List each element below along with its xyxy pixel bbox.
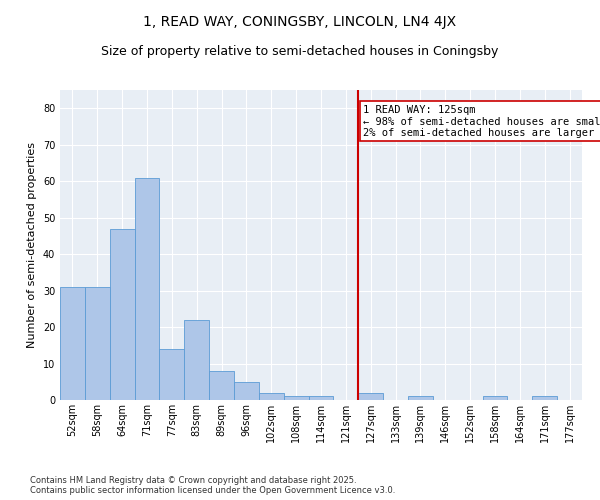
Bar xyxy=(358,392,383,400)
Bar xyxy=(532,396,557,400)
Text: Size of property relative to semi-detached houses in Coningsby: Size of property relative to semi-detach… xyxy=(101,45,499,58)
Text: Contains HM Land Registry data © Crown copyright and database right 2025.
Contai: Contains HM Land Registry data © Crown c… xyxy=(30,476,395,495)
Bar xyxy=(60,287,85,400)
Bar xyxy=(308,396,334,400)
Bar xyxy=(160,349,184,400)
Bar xyxy=(134,178,160,400)
Text: 1 READ WAY: 125sqm
← 98% of semi-detached houses are smaller (226)
2% of semi-de: 1 READ WAY: 125sqm ← 98% of semi-detache… xyxy=(363,104,600,138)
Bar xyxy=(110,228,134,400)
Bar xyxy=(482,396,508,400)
Bar xyxy=(209,371,234,400)
Bar xyxy=(85,287,110,400)
Bar xyxy=(408,396,433,400)
Bar xyxy=(284,396,308,400)
Bar xyxy=(259,392,284,400)
Bar xyxy=(184,320,209,400)
Y-axis label: Number of semi-detached properties: Number of semi-detached properties xyxy=(27,142,37,348)
Text: 1, READ WAY, CONINGSBY, LINCOLN, LN4 4JX: 1, READ WAY, CONINGSBY, LINCOLN, LN4 4JX xyxy=(143,15,457,29)
Bar xyxy=(234,382,259,400)
